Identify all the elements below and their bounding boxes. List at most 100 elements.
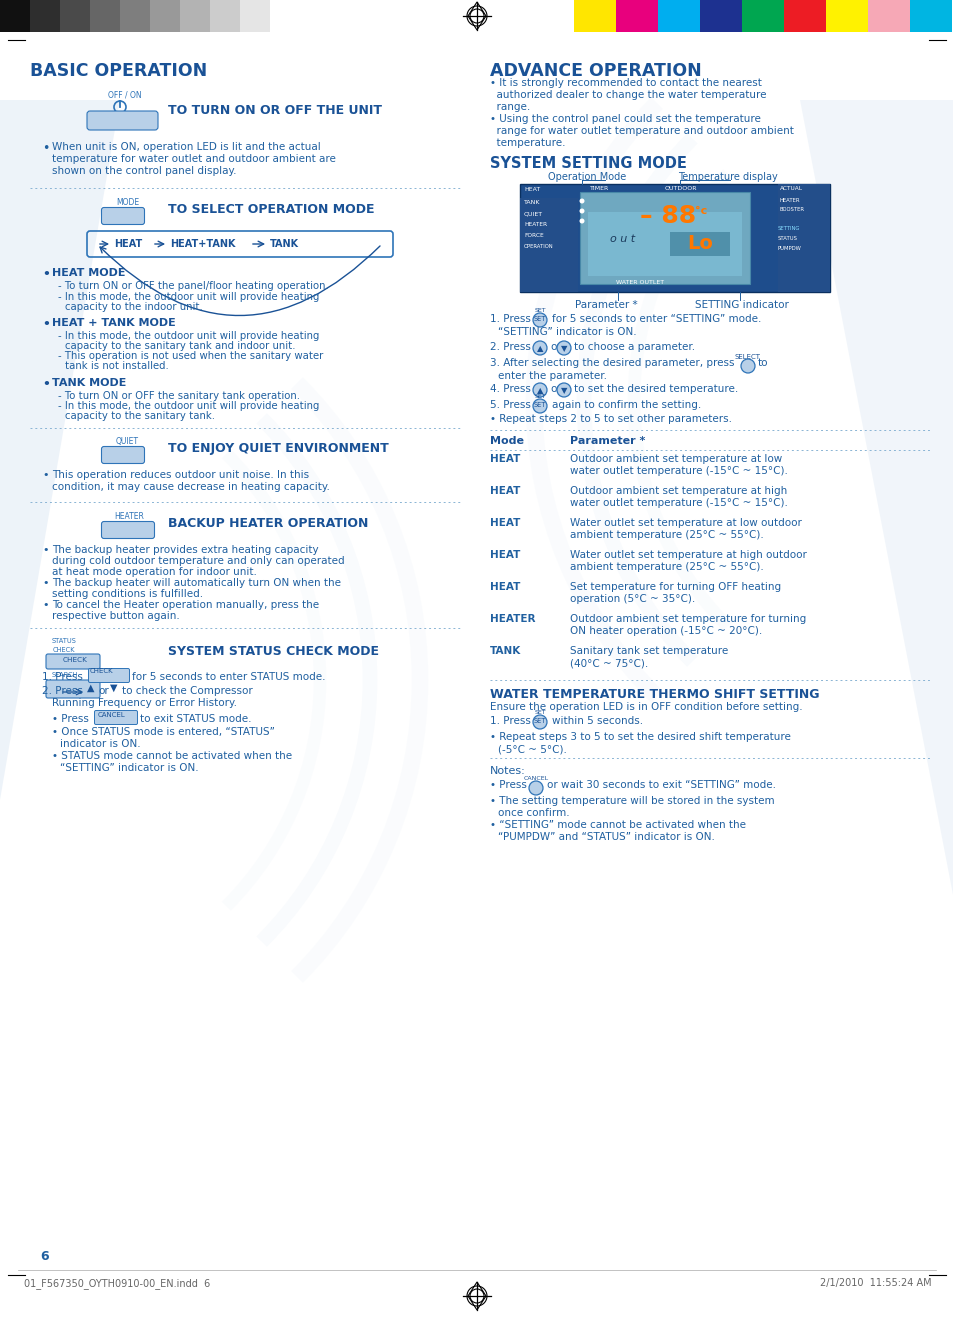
- Text: range.: range.: [490, 101, 530, 112]
- Text: 4. Press: 4. Press: [490, 384, 530, 394]
- Text: 1. Press: 1. Press: [490, 716, 530, 726]
- Text: 5. Press: 5. Press: [490, 399, 530, 410]
- Text: •: •: [42, 579, 49, 588]
- Text: •: •: [42, 600, 49, 610]
- Text: Ensure the operation LED is in OFF condition before setting.: Ensure the operation LED is in OFF condi…: [490, 702, 801, 712]
- Text: CHECK: CHECK: [63, 656, 88, 663]
- Text: The backup heater will automatically turn ON when the: The backup heater will automatically tur…: [52, 579, 340, 588]
- Circle shape: [533, 714, 546, 729]
- Text: Operation Mode: Operation Mode: [547, 173, 625, 182]
- Text: BASIC OPERATION: BASIC OPERATION: [30, 62, 207, 80]
- Text: or wait 30 seconds to exit “SETTING” mode.: or wait 30 seconds to exit “SETTING” mod…: [546, 780, 775, 789]
- Text: ACTUAL: ACTUAL: [780, 186, 802, 191]
- Text: enter the parameter.: enter the parameter.: [497, 370, 606, 381]
- Text: ▲: ▲: [537, 386, 542, 395]
- Bar: [825, 0, 867, 32]
- Text: • Using the control panel could set the temperature: • Using the control panel could set the …: [490, 113, 760, 124]
- Text: •: •: [42, 268, 50, 281]
- Text: • STATUS mode cannot be activated when the: • STATUS mode cannot be activated when t…: [52, 751, 292, 760]
- Text: ▼: ▼: [560, 386, 567, 395]
- Text: or: or: [550, 341, 560, 352]
- Text: CANCEL: CANCEL: [523, 776, 548, 782]
- Bar: [909, 0, 951, 32]
- Text: • Repeat steps 2 to 5 to set other parameters.: • Repeat steps 2 to 5 to set other param…: [490, 414, 731, 424]
- Text: to: to: [758, 358, 768, 368]
- Bar: [741, 0, 783, 32]
- Text: HEATER: HEATER: [490, 614, 535, 623]
- Text: Sanitary tank set temperature: Sanitary tank set temperature: [569, 646, 727, 656]
- Circle shape: [533, 341, 546, 355]
- Text: - To turn ON or OFF the panel/floor heating operation.: - To turn ON or OFF the panel/floor heat…: [58, 281, 329, 291]
- Text: Water outlet set temperature at high outdoor: Water outlet set temperature at high out…: [569, 550, 806, 560]
- Text: temperature for water outlet and outdoor ambient are: temperature for water outlet and outdoor…: [52, 154, 335, 163]
- Text: QUIET: QUIET: [523, 211, 542, 216]
- Text: authorized dealer to change the water temperature: authorized dealer to change the water te…: [490, 90, 765, 100]
- Text: tank is not installed.: tank is not installed.: [65, 361, 169, 370]
- FancyBboxPatch shape: [87, 111, 158, 130]
- Circle shape: [740, 358, 754, 373]
- Text: Water outlet set temperature at low outdoor: Water outlet set temperature at low outd…: [569, 518, 801, 529]
- Bar: [574, 0, 616, 32]
- Text: • Press: • Press: [490, 780, 526, 789]
- Text: ▲: ▲: [537, 344, 542, 353]
- Text: Outdoor ambient set temperature for turning: Outdoor ambient set temperature for turn…: [569, 614, 805, 623]
- Text: SETTING indicator: SETTING indicator: [695, 301, 788, 310]
- Text: water outlet temperature (-15°C ~ 15°C).: water outlet temperature (-15°C ~ 15°C).: [569, 467, 787, 476]
- Bar: [658, 0, 700, 32]
- Text: within 5 seconds.: within 5 seconds.: [552, 716, 642, 726]
- Text: condition, it may cause decrease in heating capacity.: condition, it may cause decrease in heat…: [52, 482, 330, 492]
- Text: HEAT: HEAT: [490, 453, 519, 464]
- Text: SYSTEM SETTING MODE: SYSTEM SETTING MODE: [490, 156, 686, 171]
- Text: • “SETTING” mode cannot be activated when the: • “SETTING” mode cannot be activated whe…: [490, 820, 745, 830]
- FancyBboxPatch shape: [46, 680, 100, 699]
- Text: •: •: [42, 318, 50, 331]
- Text: Mode: Mode: [490, 436, 523, 445]
- Text: Outdoor ambient set temperature at high: Outdoor ambient set temperature at high: [569, 486, 786, 496]
- Text: temperature.: temperature.: [490, 138, 565, 148]
- Bar: [579, 192, 749, 283]
- Text: TANK: TANK: [270, 239, 299, 249]
- Text: ambient temperature (25°C ~ 55°C).: ambient temperature (25°C ~ 55°C).: [569, 530, 763, 540]
- Text: water outlet temperature (-15°C ~ 15°C).: water outlet temperature (-15°C ~ 15°C).: [569, 498, 787, 507]
- Text: HEAT + TANK MODE: HEAT + TANK MODE: [52, 318, 175, 328]
- Text: HEATER: HEATER: [113, 511, 144, 521]
- Text: Parameter *: Parameter *: [575, 301, 637, 310]
- Text: The backup heater provides extra heating capacity: The backup heater provides extra heating…: [52, 546, 318, 555]
- Polygon shape: [0, 100, 120, 800]
- Text: - In this mode, the outdoor unit will provide heating: - In this mode, the outdoor unit will pr…: [58, 401, 319, 411]
- FancyBboxPatch shape: [101, 207, 144, 224]
- Text: capacity to the sanitary tank and indoor unit.: capacity to the sanitary tank and indoor…: [65, 341, 295, 351]
- Text: MODE: MODE: [116, 198, 139, 207]
- Circle shape: [533, 399, 546, 413]
- Text: CHECK: CHECK: [90, 668, 113, 673]
- Text: Outdoor ambient set temperature at low: Outdoor ambient set temperature at low: [569, 453, 781, 464]
- Text: • Repeat steps 3 to 5 to set the desired shift temperature: • Repeat steps 3 to 5 to set the desired…: [490, 731, 790, 742]
- Text: Lo: Lo: [686, 235, 712, 253]
- Circle shape: [578, 208, 584, 214]
- Text: again to confirm the setting.: again to confirm the setting.: [552, 399, 700, 410]
- Text: 2/1/2010  11:55:24 AM: 2/1/2010 11:55:24 AM: [820, 1278, 931, 1288]
- Text: HEATER: HEATER: [780, 198, 800, 203]
- Bar: [700, 0, 741, 32]
- Text: •: •: [42, 142, 50, 156]
- Text: SET: SET: [534, 710, 545, 714]
- Text: CHECK: CHECK: [53, 647, 75, 652]
- Text: (-5°C ~ 5°C).: (-5°C ~ 5°C).: [497, 743, 566, 754]
- Text: BACKUP HEATER OPERATION: BACKUP HEATER OPERATION: [168, 517, 368, 530]
- Bar: [270, 0, 574, 32]
- Text: for 5 seconds to enter “SETTING” mode.: for 5 seconds to enter “SETTING” mode.: [552, 314, 760, 324]
- Text: TO TURN ON OR OFF THE UNIT: TO TURN ON OR OFF THE UNIT: [168, 104, 381, 117]
- Text: STATUS: STATUS: [778, 236, 797, 241]
- Text: HEATER: HEATER: [523, 221, 547, 227]
- Text: 2. Press: 2. Press: [42, 685, 83, 696]
- Circle shape: [578, 219, 584, 224]
- Text: ON heater operation (-15°C ~ 20°C).: ON heater operation (-15°C ~ 20°C).: [569, 626, 761, 637]
- Text: This operation reduces outdoor unit noise. In this: This operation reduces outdoor unit nois…: [52, 471, 309, 480]
- Bar: [519, 185, 829, 293]
- Text: “SETTING” indicator is ON.: “SETTING” indicator is ON.: [60, 763, 198, 772]
- Text: SET: SET: [534, 308, 545, 312]
- Text: FORCE: FORCE: [523, 233, 543, 239]
- Text: OUTDOOR: OUTDOOR: [664, 186, 697, 191]
- Circle shape: [578, 199, 584, 203]
- Text: ambient temperature (25°C ~ 55°C).: ambient temperature (25°C ~ 55°C).: [569, 561, 763, 572]
